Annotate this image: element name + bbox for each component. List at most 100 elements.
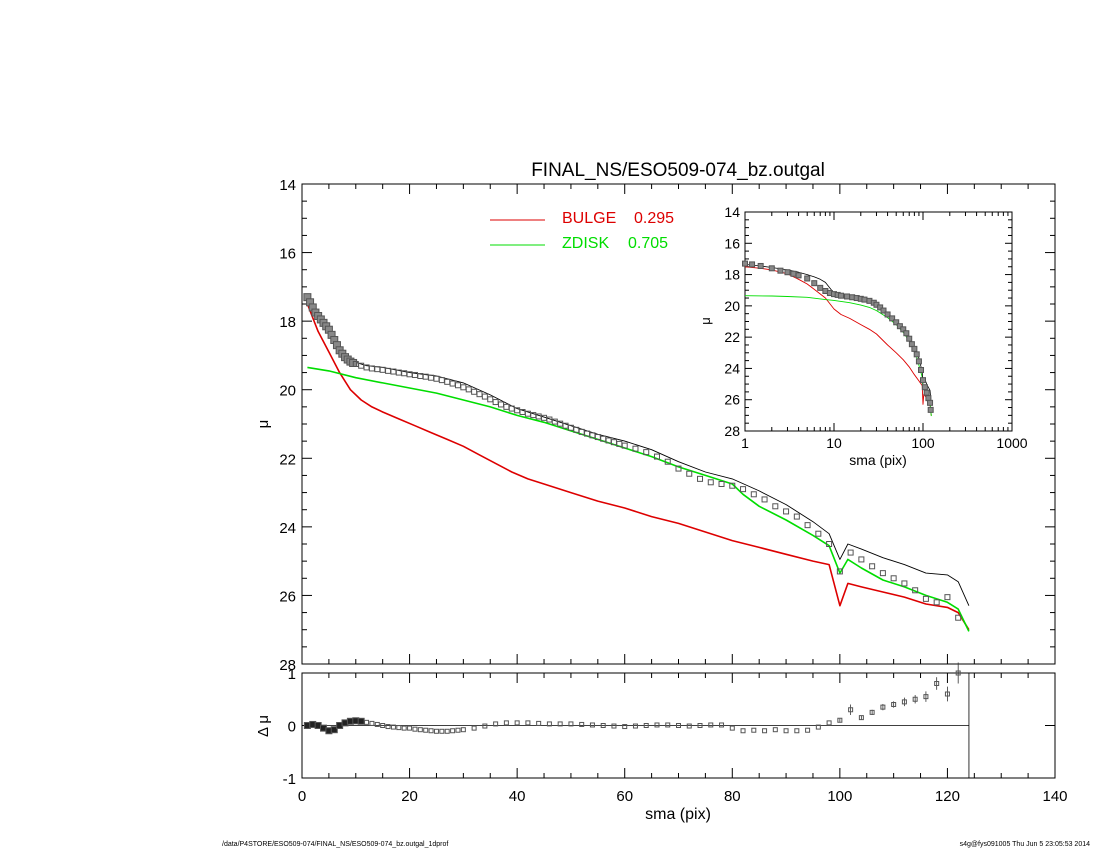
main-y-tick-label: 20	[279, 383, 296, 400]
observed-data-point	[632, 445, 639, 452]
observed-data-point	[944, 594, 951, 601]
inset-observed-data-point	[817, 284, 824, 291]
residual-y-tick-label: 0	[288, 719, 296, 736]
main-y-axis-label: μ	[255, 420, 272, 429]
residual-data-point	[433, 728, 439, 734]
residual-data-point	[546, 721, 552, 727]
residual-data-point	[536, 720, 542, 726]
residual-data-point	[740, 728, 746, 734]
main-panel: FINAL_NS/ESO509-074_bz.outgal 14 16 18 20 22…	[255, 160, 1056, 674]
residual-data-point	[676, 723, 681, 728]
residual-data-point	[525, 720, 531, 726]
observed-data-point	[492, 399, 499, 406]
residual-data-point	[579, 721, 585, 727]
residual-data-point	[643, 723, 649, 728]
residual-data-point	[330, 726, 338, 734]
residual-data-point	[880, 704, 886, 710]
residual-data-point	[686, 723, 692, 729]
inset-observed-data-point	[923, 389, 930, 396]
residual-data-point	[729, 725, 735, 731]
main-series	[303, 293, 970, 632]
residual-data-point	[794, 728, 800, 734]
residual-data-point	[471, 725, 477, 731]
inset-observed-data-point	[880, 307, 887, 314]
residual-data-point	[955, 670, 961, 676]
inset-observed-data-point	[742, 260, 748, 267]
inset-observed-data-point	[877, 304, 884, 311]
residual-data-point	[412, 726, 418, 732]
residual-x-axis-label: sma (pix)	[645, 806, 711, 823]
inset-x-tick-label: 1000	[996, 435, 1027, 451]
inset-plot-frame	[744, 211, 1013, 432]
inset-observed-data-point	[920, 377, 926, 384]
inset-observed-data-point	[896, 323, 903, 330]
residual-data-point	[369, 720, 375, 726]
legend-bulge-fraction: 0.295	[634, 210, 674, 227]
inset-y-axis-label: μ	[698, 317, 713, 325]
inset-y-tick-label: 22	[724, 329, 740, 345]
observed-data-point	[933, 599, 940, 606]
observed-data-point	[697, 475, 704, 482]
main-y-tick-label: 18	[279, 314, 296, 331]
residual-data-point	[450, 728, 456, 734]
inset-observed-data-point	[911, 345, 918, 352]
observed-data-point	[481, 393, 488, 400]
legend-bulge-name: BULGE	[562, 210, 616, 227]
residual-data-point	[357, 717, 365, 725]
observed-data-point	[890, 575, 897, 582]
observed-data-point	[826, 541, 833, 547]
legend-disk-fraction: 0.705	[628, 235, 668, 252]
residual-data-point	[912, 696, 918, 702]
observed-data-point	[476, 391, 483, 398]
residual-data-point	[493, 721, 499, 727]
observed-data-point	[444, 378, 451, 385]
residual-data-point	[374, 721, 380, 727]
inset-observed-data-point	[921, 384, 928, 391]
residual-data-point	[503, 720, 509, 726]
inset-observed-data-point	[884, 311, 891, 318]
inset-observed-data-point	[838, 292, 845, 299]
inset-y-tick-label: 14	[724, 204, 740, 220]
residual-data-point	[632, 723, 638, 729]
residual-data-point	[385, 724, 391, 730]
residual-data-point	[654, 722, 660, 728]
observed-data-point	[503, 403, 510, 410]
residual-data-point	[837, 717, 843, 723]
residual-data-point	[815, 724, 821, 730]
x-tick-label: 100	[827, 788, 852, 805]
observed-data-point	[912, 587, 919, 594]
residual-data-point	[364, 719, 370, 725]
inset-observed-data-point	[804, 275, 811, 282]
disk-profile-line	[307, 366, 970, 632]
residual-data-point	[390, 724, 396, 730]
residual-data-point	[901, 699, 907, 705]
main-y-tick-label: 24	[279, 520, 296, 537]
residual-data-point	[858, 715, 864, 721]
inset-bulge-line	[744, 266, 932, 416]
observed-data-point	[740, 486, 747, 493]
residual-data-point	[600, 723, 606, 728]
observed-data-point	[460, 384, 467, 391]
residual-data-point	[568, 721, 574, 727]
x-tick-label: 40	[509, 788, 526, 805]
residual-data-point	[944, 691, 950, 697]
observed-data-point	[750, 491, 757, 498]
inset-tick-labels: 14 16 18 20 22 24 26 281 10 100 1000	[724, 204, 1027, 451]
inset-observed-data-point	[903, 330, 910, 337]
residual-data-point	[719, 722, 725, 728]
legend: BULGE 0.295 ZDISK 0.705	[490, 210, 674, 252]
observed-data-point	[858, 556, 865, 563]
residual-data-point	[805, 727, 811, 733]
inset-observed-data-point	[749, 261, 756, 268]
main-y-tick-labels: 14 16 18 20 22 24 26 28	[279, 177, 296, 674]
x-tick-label: 120	[935, 788, 960, 805]
residual-data-point	[417, 727, 423, 733]
residual-data-point	[826, 720, 832, 726]
observed-data-point	[686, 470, 693, 477]
residual-data-point	[697, 723, 703, 728]
observed-data-point	[836, 568, 843, 575]
inset-observed-data-point	[915, 358, 922, 365]
observed-data-point	[675, 465, 682, 472]
residual-data-point	[891, 702, 897, 707]
